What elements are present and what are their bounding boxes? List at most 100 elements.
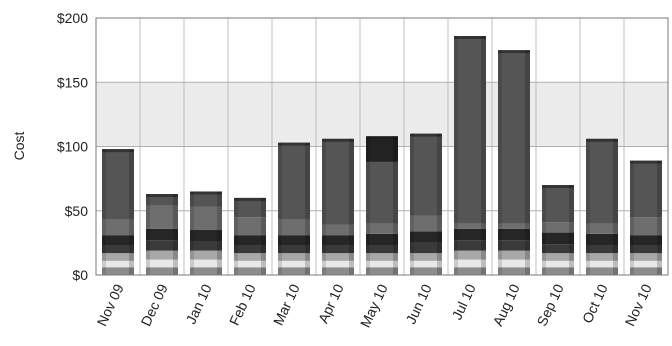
bar-segment <box>278 235 310 246</box>
bar-segment <box>366 245 398 254</box>
bar-shade <box>366 136 370 275</box>
bar-cap <box>630 160 662 164</box>
x-tick-label: Jun 10 <box>402 281 434 326</box>
bar-segment <box>542 267 574 275</box>
bar-segment <box>586 233 618 246</box>
bar-segment <box>102 260 134 268</box>
x-tick-label: Jul 10 <box>448 281 478 322</box>
bar-segment <box>234 197 266 218</box>
bar-segment <box>146 250 178 260</box>
bar-segment <box>410 267 442 275</box>
x-tick-label: Apr 10 <box>315 281 347 325</box>
bar-segment <box>454 35 486 224</box>
bar-cap <box>234 197 266 201</box>
bar-segment <box>630 267 662 275</box>
bar-segment <box>366 233 398 246</box>
plot-frame <box>95 17 669 276</box>
bar-segment <box>366 161 398 224</box>
bar-shade <box>129 149 134 275</box>
bar-shade <box>586 138 590 275</box>
bar-shade <box>217 191 222 275</box>
bar-segment <box>454 250 486 260</box>
bar-segment <box>234 253 266 261</box>
bar-segment <box>102 219 134 236</box>
bar-segment <box>234 235 266 246</box>
bar-shade <box>498 50 502 275</box>
bar-segment <box>630 160 662 218</box>
bar-segment <box>102 149 134 220</box>
bar-segment <box>190 230 222 242</box>
bar-segment <box>102 253 134 261</box>
bar-segment <box>322 267 354 275</box>
bar-segment <box>322 253 354 261</box>
y-tick-label: $100 <box>57 139 88 155</box>
bar-shade <box>454 35 458 275</box>
bar-segment <box>542 222 574 233</box>
bar-segment <box>366 223 398 234</box>
bar-cap <box>146 194 178 198</box>
bar-segment <box>102 245 134 254</box>
bar-shade <box>525 50 530 275</box>
bar-segment <box>278 260 310 268</box>
bar-segment <box>586 253 618 261</box>
bar-segment <box>190 206 222 231</box>
bar-shade <box>393 136 398 275</box>
bar-segment <box>586 138 618 224</box>
bar-segment <box>498 250 530 260</box>
shaded-band <box>96 82 668 147</box>
bar-shade <box>261 197 266 275</box>
bar-shade <box>173 194 178 275</box>
bar-segment <box>278 219 310 236</box>
bar-segment <box>366 253 398 261</box>
bar-segment <box>498 50 530 224</box>
bar-segment <box>454 228 486 241</box>
x-tick-label: Sep 10 <box>533 281 566 328</box>
bar-cap <box>278 142 310 146</box>
bar-shade <box>657 160 662 275</box>
bar-segment <box>454 223 486 229</box>
bar-segment <box>586 267 618 275</box>
bar-segment <box>146 267 178 275</box>
bar-shade <box>190 191 194 275</box>
bar-cap <box>102 149 134 153</box>
bar-segment <box>102 267 134 275</box>
x-tick-label: Jan 10 <box>182 281 214 326</box>
bar-segment <box>322 245 354 254</box>
bar-segment <box>190 191 222 207</box>
bar-segment <box>586 223 618 234</box>
bar-segment <box>542 244 574 254</box>
bar-segment <box>630 235 662 246</box>
bar-cap <box>322 138 354 142</box>
plot-border <box>95 17 669 276</box>
bar-shade <box>146 194 150 275</box>
bar-segment <box>542 185 574 223</box>
bar-segment <box>234 217 266 236</box>
bar-segment <box>410 133 442 216</box>
bar-cap <box>498 50 530 54</box>
bar-segment <box>234 260 266 268</box>
bar-segment <box>190 267 222 275</box>
y-axis-ticks: $0 $50 $100 $150 $200 <box>57 10 88 283</box>
bar-segment <box>498 223 530 229</box>
bar-segment <box>366 136 398 162</box>
y-axis-title: Cost <box>11 132 27 161</box>
bar-shade <box>481 35 486 275</box>
bar-shade <box>410 133 414 275</box>
bar-shade <box>305 142 310 275</box>
bar-segment <box>322 260 354 268</box>
bar-segment <box>410 253 442 261</box>
bar-segment <box>630 217 662 236</box>
bar-segment <box>498 228 530 241</box>
bar-segment <box>146 205 178 229</box>
bar-segment <box>498 267 530 275</box>
bar-shade <box>613 138 618 275</box>
bar-segment <box>586 260 618 268</box>
bar-segment <box>278 253 310 261</box>
bar-segment <box>630 253 662 261</box>
x-tick-label: Nov 10 <box>621 281 654 328</box>
y-tick-label: $0 <box>72 267 88 283</box>
y-tick-label: $50 <box>65 203 89 219</box>
bar-segment <box>278 142 310 220</box>
x-tick-label: Nov 09 <box>93 281 126 328</box>
